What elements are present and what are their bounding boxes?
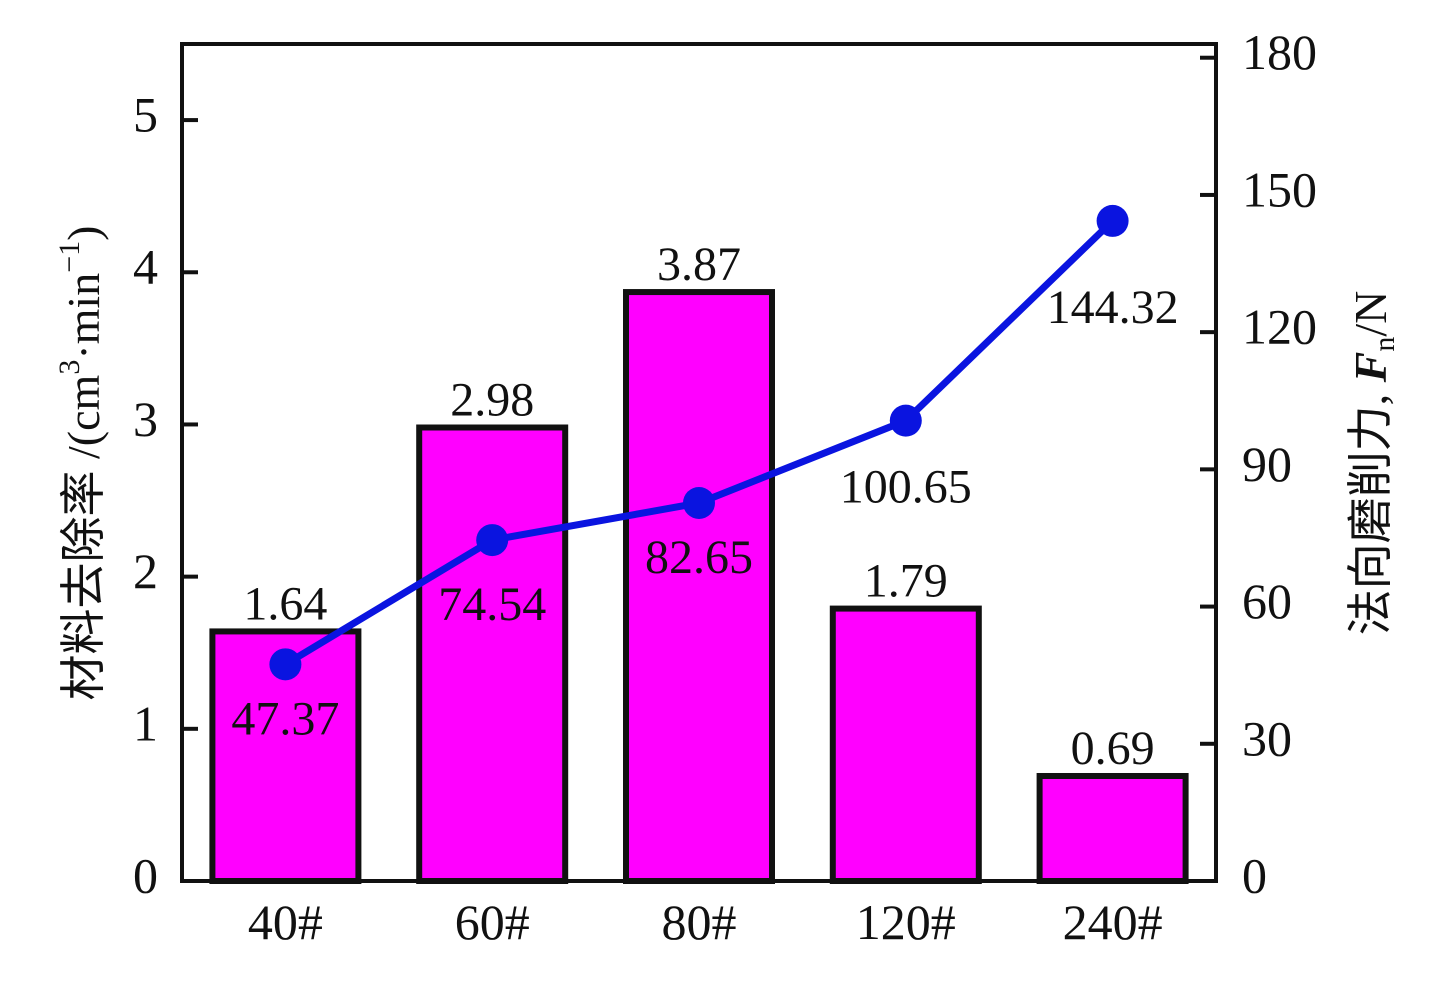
plot-frame xyxy=(180,42,1218,883)
y-right-tick-label: 30 xyxy=(1242,710,1292,766)
bar-60# xyxy=(416,424,569,884)
y-right-tick-label: 150 xyxy=(1242,161,1317,217)
plot-border xyxy=(180,42,1218,883)
bar-240# xyxy=(1036,772,1189,885)
bar-120# xyxy=(829,605,982,884)
x-tick-label: 240# xyxy=(1063,894,1163,950)
bar-value-label: 1.64 xyxy=(243,577,327,630)
y-left-tick-label: 4 xyxy=(133,239,158,295)
y-axis-left-label: 材料去除率 /(cm3·min−1) xyxy=(53,226,109,701)
y-right-tick-label: 180 xyxy=(1242,24,1317,80)
y-right-tick-label: 120 xyxy=(1242,299,1317,355)
force-point-120# xyxy=(889,404,922,437)
bar-value-label: 1.79 xyxy=(864,555,948,608)
y-left-tick-label: 5 xyxy=(133,87,158,143)
force-value-label: 82.65 xyxy=(645,531,753,584)
y-right-tick-label: 0 xyxy=(1242,847,1267,903)
y-left-tick-label: 3 xyxy=(133,391,158,447)
x-tick-label: 40# xyxy=(248,894,323,950)
y-left-tick-label: 1 xyxy=(133,695,158,751)
force-point-80# xyxy=(683,486,715,519)
bars-layer xyxy=(209,289,1189,885)
y-right-tick-label: 90 xyxy=(1242,436,1292,492)
force-value-label: 100.65 xyxy=(840,461,972,514)
bar-value-label: 0.69 xyxy=(1071,722,1155,775)
force-value-label: 74.54 xyxy=(438,578,546,631)
y-axis-right-label: 法向磨削力, Fn/N xyxy=(1345,291,1401,636)
force-point-60# xyxy=(476,524,509,557)
force-point-40# xyxy=(269,648,302,681)
y-left-tick-label: 0 xyxy=(133,847,158,903)
bar-value-label: 3.87 xyxy=(657,238,741,291)
bar-80# xyxy=(623,289,775,885)
force-series-layer xyxy=(269,204,1129,681)
bar-value-label: 2.98 xyxy=(450,373,534,426)
force-point-240# xyxy=(1096,204,1129,237)
x-tick-label: 80# xyxy=(662,894,737,950)
y-left-tick-label: 2 xyxy=(133,543,158,599)
force-value-label: 47.37 xyxy=(231,692,339,745)
y-right-tick-label: 60 xyxy=(1242,573,1292,629)
force-value-label: 144.32 xyxy=(1047,281,1179,334)
x-tick-label: 120# xyxy=(856,894,956,950)
labels-layer: 0 1 2 3 4 5 0 30 60 90 120 150 180 40# 60# 80# 120# 240# 1… xyxy=(133,24,1317,950)
x-tick-label: 60# xyxy=(455,894,530,950)
